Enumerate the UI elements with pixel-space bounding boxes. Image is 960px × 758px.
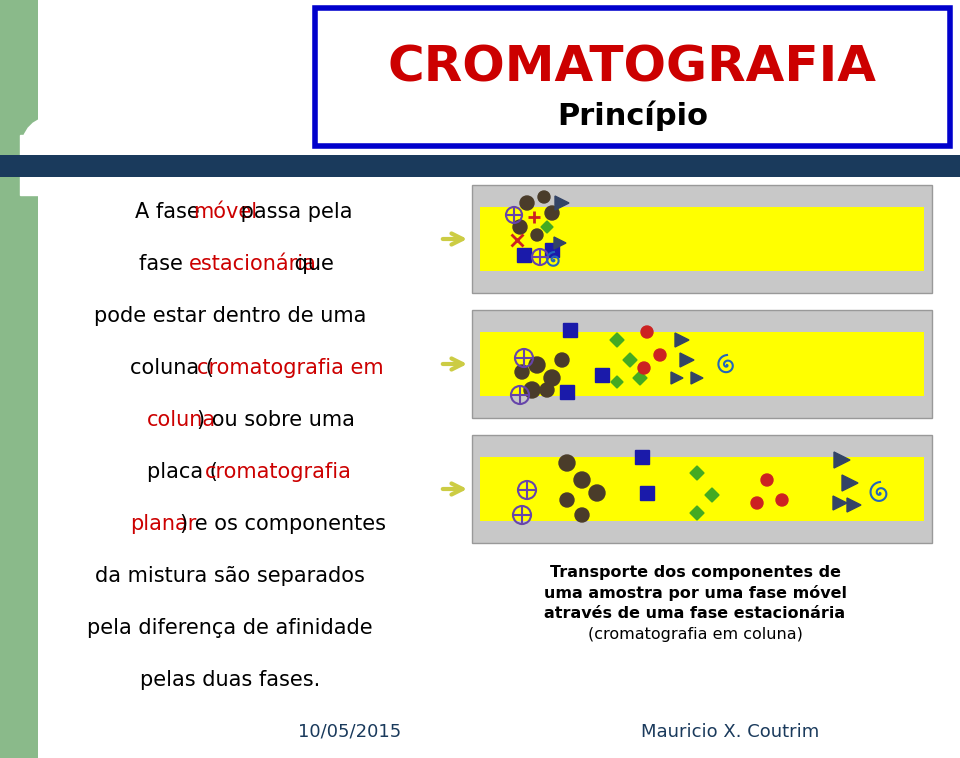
Bar [635,450,649,464]
Circle shape [574,472,590,488]
Text: Princípio: Princípio [557,101,708,131]
FancyBboxPatch shape [20,115,300,195]
Polygon shape [611,376,623,388]
Bar [480,207,924,271]
Bar [472,435,932,543]
Polygon shape [690,466,704,480]
Bar [560,385,574,399]
Polygon shape [842,475,858,491]
Polygon shape [680,353,694,367]
Circle shape [538,191,550,203]
Polygon shape [690,506,704,520]
Circle shape [531,229,543,241]
Text: pode estar dentro de uma: pode estar dentro de uma [94,306,366,326]
Circle shape [560,493,574,507]
Text: planar: planar [131,514,197,534]
Bar [480,331,924,396]
Bar [20,135,320,195]
Text: (cromatografia em coluna): (cromatografia em coluna) [588,628,803,643]
Bar [315,8,950,146]
Bar [472,310,932,418]
Text: móvel: móvel [193,202,256,222]
Text: A fase: A fase [134,202,206,222]
Text: Mauricio X. Coutrim: Mauricio X. Coutrim [641,723,819,741]
Polygon shape [555,196,569,210]
Text: cromatografia: cromatografia [205,462,352,482]
Circle shape [638,362,650,374]
Text: fase: fase [138,254,196,274]
Circle shape [515,365,529,379]
Bar [480,456,924,522]
Text: ) e os componentes: ) e os componentes [180,514,386,534]
Text: CROMATOGRAFIA: CROMATOGRAFIA [388,44,877,92]
Circle shape [513,220,527,234]
Bar [0,0,38,758]
Polygon shape [675,333,689,347]
Polygon shape [633,371,647,385]
Circle shape [545,206,559,220]
Text: 10/05/2015: 10/05/2015 [299,723,401,741]
Text: uma amostra por uma fase móvel: uma amostra por uma fase móvel [543,585,847,601]
Text: da mistura são separados: da mistura são separados [95,566,365,586]
Bar [640,486,654,500]
Polygon shape [833,496,847,510]
Text: através de uma fase estacionária: através de uma fase estacionária [544,606,846,622]
Text: pelas duas fases.: pelas duas fases. [140,670,320,690]
Circle shape [520,196,534,210]
Circle shape [589,485,605,501]
Circle shape [559,455,575,471]
Text: Transporte dos componentes de: Transporte dos componentes de [549,565,841,580]
Text: que: que [288,254,334,274]
Text: pela diferença de afinidade: pela diferença de afinidade [87,618,372,638]
Text: passa pela: passa pela [234,202,352,222]
Circle shape [524,382,540,398]
Circle shape [529,357,545,373]
Circle shape [776,494,788,506]
Polygon shape [554,237,566,249]
Circle shape [555,353,569,367]
Polygon shape [691,372,703,384]
Text: coluna: coluna [147,410,216,430]
Text: ) ou sobre uma: ) ou sobre uma [197,410,354,430]
Polygon shape [671,372,683,384]
Circle shape [761,474,773,486]
Bar [595,368,609,382]
Polygon shape [610,333,624,347]
Bar [563,323,577,337]
Circle shape [641,326,653,338]
Text: placa (: placa ( [147,462,218,482]
Bar [545,243,559,257]
Circle shape [544,370,560,386]
Text: coluna (: coluna ( [131,358,214,378]
Circle shape [654,349,666,361]
Text: cromatografia em: cromatografia em [197,358,383,378]
Polygon shape [705,488,719,502]
Polygon shape [834,452,850,468]
Circle shape [540,383,554,397]
Circle shape [575,508,589,522]
Bar [472,185,932,293]
Circle shape [751,497,763,509]
Text: estacionária: estacionária [188,254,317,274]
Polygon shape [847,498,861,512]
Bar [517,248,531,262]
Bar [0,155,960,177]
Polygon shape [623,353,637,367]
Polygon shape [541,221,553,233]
